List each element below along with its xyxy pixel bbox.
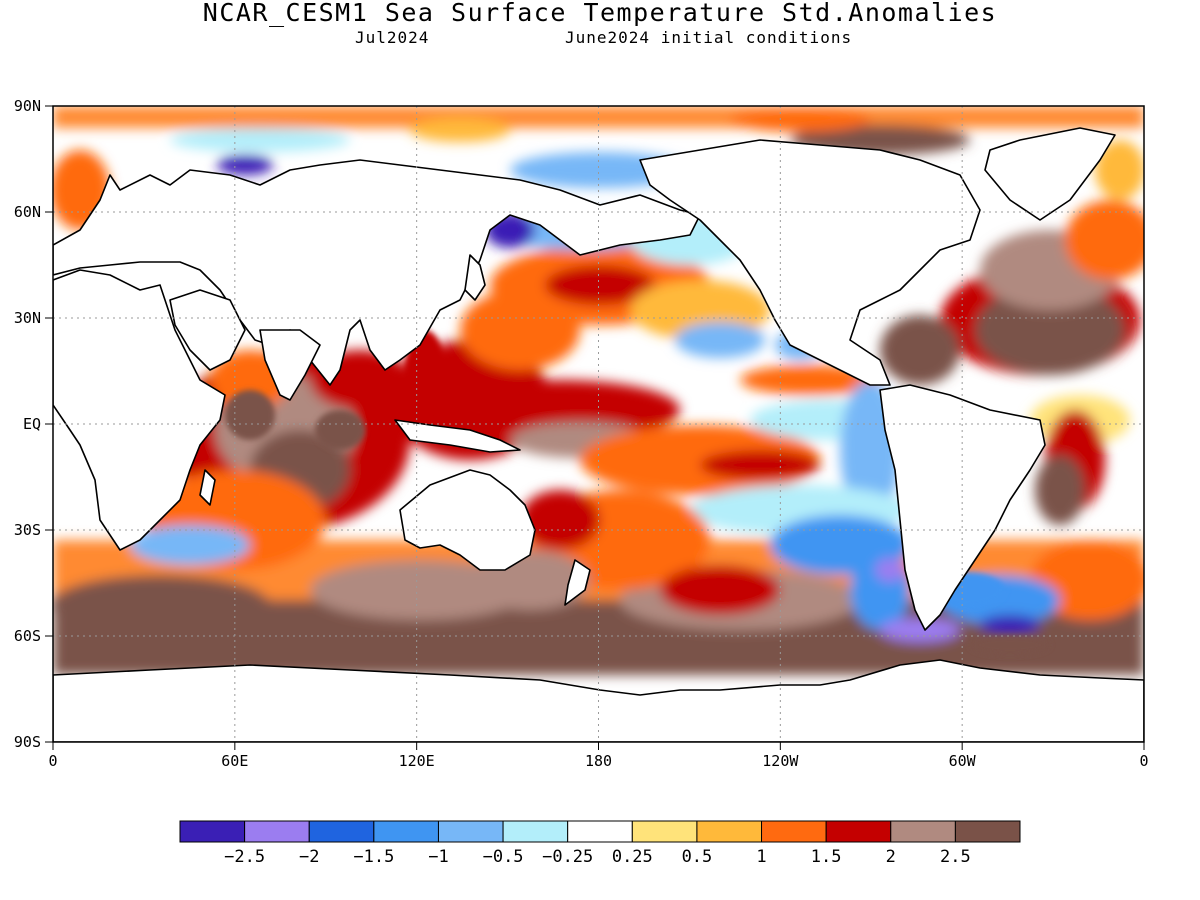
longitude-label: 0	[1139, 752, 1148, 770]
colorbar-tick-label: −1	[428, 847, 448, 867]
north-america	[639, 139, 981, 386]
arabian-peninsula	[169, 289, 246, 371]
colorbar-tick-label: −2.5	[224, 847, 265, 867]
longitude-label: 180	[585, 752, 612, 770]
madagascar	[199, 469, 216, 506]
australia	[399, 469, 536, 571]
initial-conditions-label: June2024 initial conditions	[565, 28, 853, 47]
latitude-label: 60N	[14, 203, 41, 221]
chart-title: NCAR_CESM1 Sea Surface Temperature Std.A…	[202, 0, 998, 27]
colorbar-tick-label: 0.5	[682, 847, 713, 867]
latitude-label: 30N	[14, 309, 41, 327]
colorbar-tick-label: 1	[756, 847, 766, 867]
colorbar-swatch	[308, 820, 375, 843]
colorbar-swatch	[954, 820, 1021, 843]
new-zealand	[564, 559, 591, 606]
forecast-month: Jul2024	[355, 28, 430, 47]
longitude-label: 60W	[949, 752, 977, 770]
colorbar-swatch	[631, 820, 698, 843]
latitude-label: 90S	[14, 733, 41, 751]
south-america	[879, 384, 1046, 631]
colorbar-swatch	[890, 820, 956, 843]
colorbar-tick-label: 1.5	[811, 847, 842, 867]
colorbar-swatch	[373, 820, 439, 843]
longitude-label: 120E	[399, 752, 435, 770]
colorbar-tick-label: 2.5	[940, 847, 971, 867]
africa	[53, 269, 226, 551]
latitude-label: 60S	[14, 627, 41, 645]
colorbar-swatch	[244, 820, 310, 843]
grid-lines	[53, 106, 1144, 742]
colorbar-tick-label: 0.25	[612, 847, 653, 867]
colorbar-tick-labels: −2.5 −2 −1.5 −1 −0.5 −0.25 0.25 0.5 1 1.5 2 2.5	[224, 847, 971, 867]
colorbar-tick-label: −0.25	[542, 847, 593, 867]
latitude-axis: 90N 60N 30N EQ 30S 60S 90S	[14, 97, 53, 751]
latitude-label: EQ	[23, 415, 41, 433]
continents	[53, 127, 1144, 742]
colorbar-swatch	[567, 820, 633, 843]
colorbar-swatch	[761, 820, 827, 843]
colorbar-tick-label: −0.5	[483, 847, 524, 867]
colorbar-swatch	[179, 820, 246, 843]
latitude-label: 90N	[14, 97, 41, 115]
longitude-axis: 0 60E 120E 180 120W 60W 0	[48, 742, 1149, 770]
colorbar-tick-label: −1.5	[353, 847, 394, 867]
colorbar-swatch	[825, 820, 892, 843]
greenland	[984, 127, 1116, 221]
indonesia	[394, 419, 521, 453]
colorbar-tick-label: 2	[886, 847, 896, 867]
latitude-label: 30S	[14, 521, 41, 539]
longitude-label: 0	[48, 752, 57, 770]
colorbar-swatch	[437, 820, 504, 843]
colorbar-swatch	[696, 820, 763, 843]
colorbar-tick-label: −2	[299, 847, 319, 867]
longitude-label: 120W	[762, 752, 799, 770]
colorbar	[179, 820, 1021, 843]
india	[259, 329, 321, 401]
longitude-label: 60E	[221, 752, 248, 770]
colorbar-swatch	[502, 820, 569, 843]
japan	[464, 254, 486, 301]
